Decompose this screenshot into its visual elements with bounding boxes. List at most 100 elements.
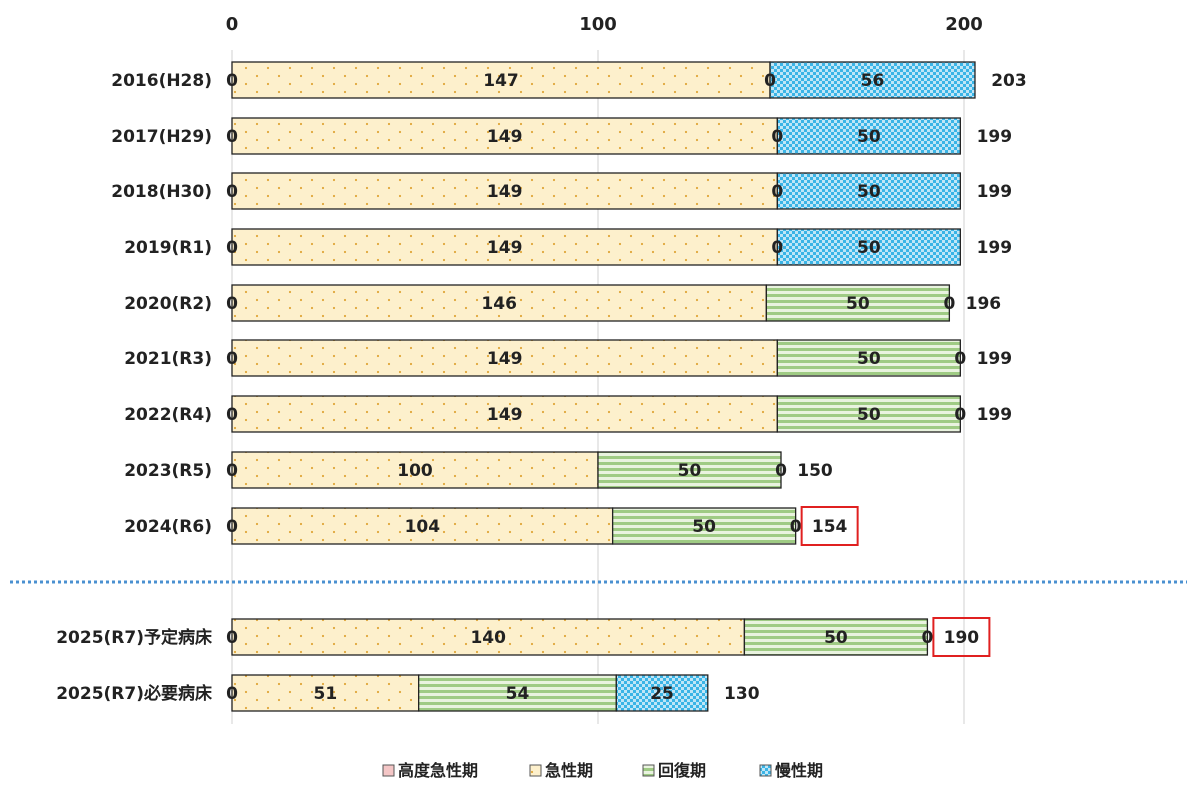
category-label: 2016(H28) <box>111 71 212 91</box>
bar-segment <box>776 395 961 433</box>
data-label: 50 <box>857 349 881 369</box>
data-labels: 0 147 0 56 0 149 0 50 0 149 0 50 0 149 0 50 0 146 50 0 0 149 5… <box>226 71 966 704</box>
bar-segment <box>231 507 614 545</box>
data-label: 0 <box>764 71 776 91</box>
bar-segment <box>597 451 782 489</box>
data-label: 149 <box>487 182 523 202</box>
data-label: 149 <box>487 127 523 147</box>
data-label: 0 <box>771 127 783 147</box>
data-label: 0 <box>954 349 966 369</box>
category-label: 2022(R4) <box>124 405 212 425</box>
data-label: 0 <box>954 405 966 425</box>
legend-label: 回復期 <box>658 761 706 780</box>
data-label: 0 <box>226 71 238 91</box>
data-label: 25 <box>650 684 674 704</box>
bar-segment <box>776 339 961 377</box>
data-label: 50 <box>678 461 702 481</box>
data-label: 50 <box>692 517 716 537</box>
category-label: 2019(R1) <box>124 238 212 258</box>
category-label: 2025(R7)予定病床 <box>56 627 213 648</box>
total-label: 199 <box>977 238 1013 258</box>
data-label: 149 <box>487 349 523 369</box>
total-label: 154 <box>812 517 848 537</box>
total-label: 199 <box>977 405 1013 425</box>
bar-segment <box>776 117 961 155</box>
bar-segment <box>776 172 961 210</box>
data-label: 0 <box>226 294 238 314</box>
data-label: 0 <box>226 238 238 258</box>
total-label: 199 <box>977 182 1013 202</box>
data-label: 54 <box>506 684 530 704</box>
total-label: 199 <box>977 127 1013 147</box>
x-tick-label: 200 <box>945 14 983 35</box>
legend-label: 高度急性期 <box>398 761 478 780</box>
bar-segment <box>231 117 778 155</box>
bar-segment <box>231 61 771 99</box>
legend: 高度急性期 急性期 回復期 慢性期 <box>382 761 823 780</box>
category-label: 2024(R6) <box>124 517 212 537</box>
data-label: 50 <box>846 294 870 314</box>
data-label: 0 <box>771 238 783 258</box>
data-label: 0 <box>771 182 783 202</box>
legend-swatch <box>759 764 772 777</box>
data-label: 50 <box>857 127 881 147</box>
legend-swatch <box>642 764 655 777</box>
data-label: 100 <box>397 461 433 481</box>
category-label: 2020(R2) <box>124 294 212 314</box>
bar-segment <box>231 451 599 489</box>
data-label: 50 <box>857 238 881 258</box>
total-label: 203 <box>991 71 1027 91</box>
data-label: 147 <box>483 71 519 91</box>
data-label: 0 <box>226 405 238 425</box>
bar-segment <box>769 61 976 99</box>
total-label: 199 <box>977 349 1013 369</box>
category-label: 2023(R5) <box>124 461 212 481</box>
total-labels: 203 199 199 199 196 199 199 150 154 190 130 <box>724 71 1027 704</box>
data-label: 0 <box>226 628 238 648</box>
data-label: 50 <box>857 405 881 425</box>
total-label: 150 <box>797 461 833 481</box>
gridlines <box>10 50 1187 724</box>
x-tick-label: 100 <box>579 14 617 35</box>
bar-segment <box>765 284 951 322</box>
data-label: 0 <box>921 628 933 648</box>
bar-segment <box>611 507 797 545</box>
category-label: 2025(R7)必要病床 <box>56 683 213 704</box>
legend-swatch <box>382 764 395 777</box>
data-label: 0 <box>943 294 955 314</box>
bar-segment <box>615 674 709 712</box>
legend-swatch <box>529 764 542 777</box>
data-label: 0 <box>226 684 238 704</box>
data-label: 0 <box>226 517 238 537</box>
bar-segment <box>231 618 746 656</box>
total-label: 196 <box>966 294 1002 314</box>
total-label: 190 <box>944 628 980 648</box>
x-tick-label: 0 <box>226 14 239 35</box>
bar-segment <box>231 228 778 266</box>
total-highlight-box <box>800 506 859 546</box>
bar-segment <box>231 674 420 712</box>
data-label: 0 <box>226 127 238 147</box>
total-label: 130 <box>724 684 760 704</box>
data-label: 104 <box>405 517 441 537</box>
x-axis-ticks: 0 100 200 <box>226 14 983 35</box>
data-label: 51 <box>313 684 337 704</box>
data-label: 0 <box>790 517 802 537</box>
legend-label: 慢性期 <box>775 761 823 780</box>
data-label: 146 <box>481 294 517 314</box>
category-labels: 2016(H28) 2017(H29) 2018(H30) 2019(R1) 2020(… <box>56 71 213 704</box>
data-label: 0 <box>226 349 238 369</box>
data-label: 0 <box>775 461 787 481</box>
data-label: 149 <box>487 405 523 425</box>
data-label: 56 <box>861 71 885 91</box>
category-label: 2021(R3) <box>124 349 212 369</box>
bar-segment <box>231 395 778 433</box>
bar-segment <box>231 284 768 322</box>
data-label: 0 <box>226 182 238 202</box>
data-label: 50 <box>824 628 848 648</box>
category-label: 2017(H29) <box>111 127 212 147</box>
bars <box>231 61 976 712</box>
data-label: 50 <box>857 182 881 202</box>
